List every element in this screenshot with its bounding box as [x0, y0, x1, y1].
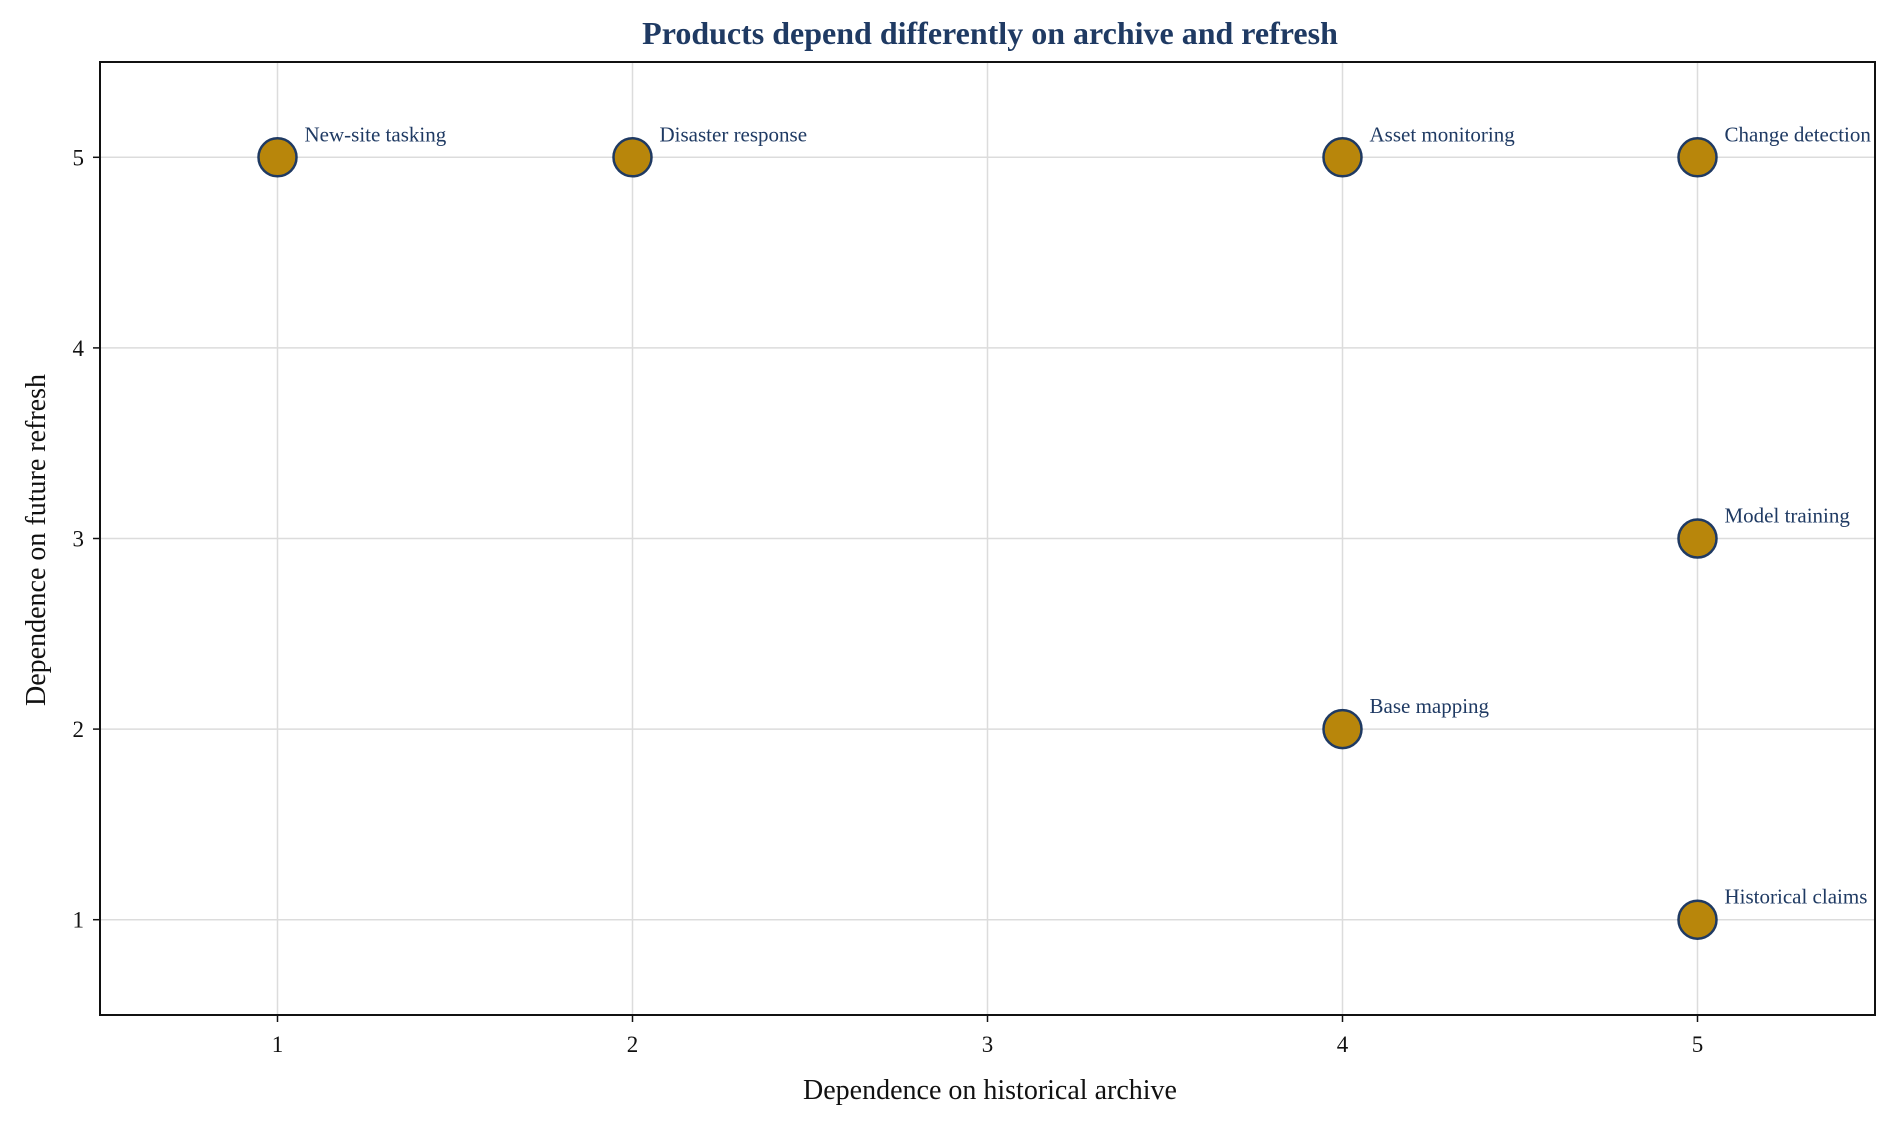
y-axis-label: Dependence on future refresh	[21, 374, 52, 706]
point-label: Base mapping	[1370, 694, 1490, 718]
x-tick-label: 3	[982, 1032, 994, 1057]
chart-title: Products depend differently on archive a…	[642, 15, 1338, 51]
point-label: Disaster response	[660, 122, 808, 146]
scatter-point	[1322, 137, 1363, 178]
scatter-point	[1677, 899, 1718, 940]
point-label: Change detection	[1725, 122, 1872, 146]
point-label: New-site tasking	[305, 122, 447, 146]
x-tick-label: 1	[272, 1032, 284, 1057]
scatter-point	[1322, 708, 1363, 750]
x-axis-label: Dependence on historical archive	[803, 1075, 1177, 1106]
y-tick-label: 2	[73, 717, 85, 742]
x-tick-label: 5	[1692, 1032, 1704, 1057]
point-label: Asset monitoring	[1370, 122, 1516, 146]
x-tick-label: 2	[627, 1032, 639, 1057]
point-label: Historical claims	[1725, 885, 1868, 909]
tick-layer: 1 2 3 4 5 1 2 3 4 5	[73, 145, 1704, 1057]
point-label: Model training	[1725, 504, 1851, 528]
points-layer: New-site tasking Disaster response Asset m…	[257, 122, 1872, 940]
y-tick-label: 1	[73, 908, 85, 933]
scatter-point	[1677, 518, 1718, 559]
scatter-point	[612, 137, 653, 178]
y-tick-label: 4	[73, 336, 85, 361]
plot-frame	[99, 61, 1876, 1016]
x-tick-label: 4	[1337, 1032, 1349, 1057]
scatter-point	[257, 137, 298, 178]
scatter-point	[1677, 137, 1718, 178]
grid-layer	[100, 62, 1875, 1015]
y-tick-label: 3	[73, 527, 85, 552]
y-tick-label: 5	[73, 145, 85, 170]
